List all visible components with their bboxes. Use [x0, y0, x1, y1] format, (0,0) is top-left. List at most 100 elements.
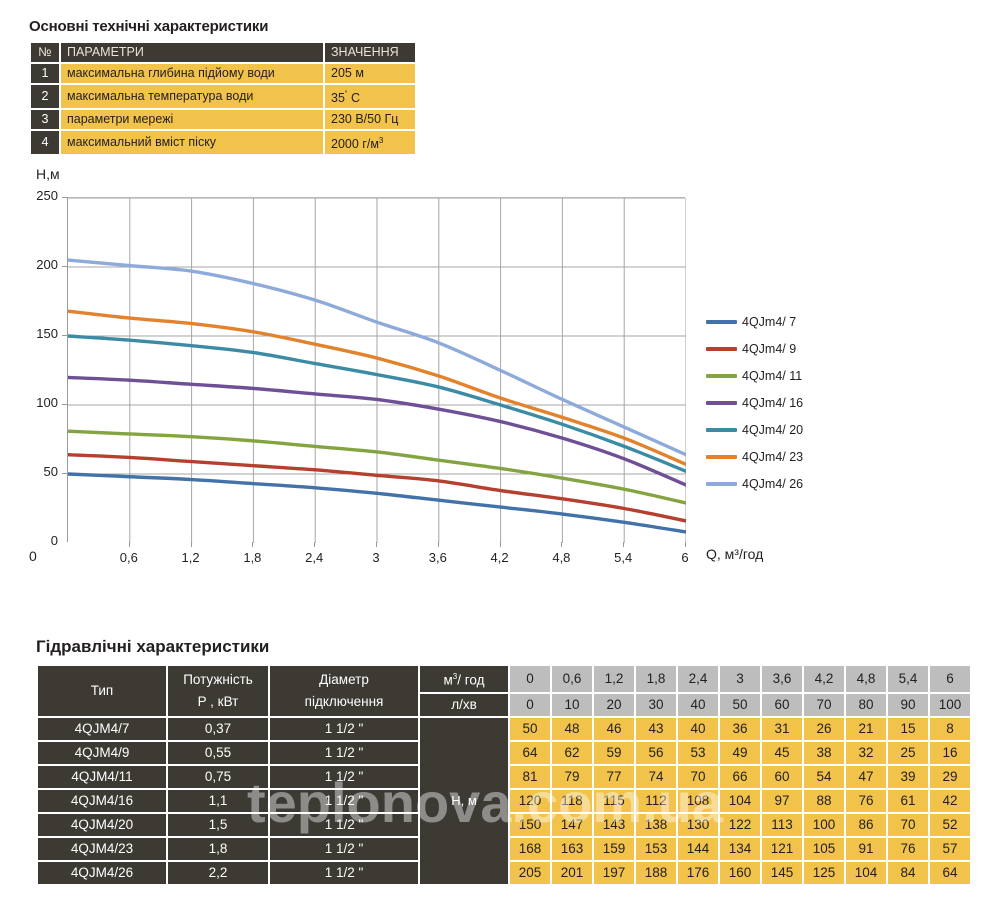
hydraulic-head-value: 79: [552, 765, 592, 788]
legend-color-swatch: [706, 481, 737, 486]
hydraulic-row-diameter: 1 1/2 ": [270, 861, 418, 884]
hydraulic-head-value: 160: [720, 861, 760, 884]
hydraulic-header-row-1: Тип Потужність P , кВт Діаметр підключення м3…: [38, 666, 970, 716]
hydraulic-row-type: 4QJM4/20: [38, 813, 166, 836]
legend-color-swatch: [706, 346, 737, 351]
spec-header-no: №: [31, 43, 59, 62]
hydraulic-head-value: 38: [804, 741, 844, 764]
hydraulic-header-power: Потужність P , кВт: [168, 666, 268, 716]
hydraulic-flow-m3h-value: 4,2: [804, 666, 844, 692]
hydraulic-row-power: 1,5: [168, 813, 268, 836]
hydraulic-head-value: 81: [510, 765, 550, 788]
hydraulic-head-value: 84: [888, 861, 928, 884]
hydraulic-flow-lmin-value: 100: [930, 693, 970, 716]
legend-item[interactable]: 4QJm4/ 20: [706, 416, 803, 443]
chart-y-tick-mark: [62, 404, 67, 405]
hydraulic-row-diameter: 1 1/2 ": [270, 813, 418, 836]
hydraulic-flow-lmin-value: 10: [552, 693, 592, 716]
chart-x-tick-label: 3: [372, 550, 380, 565]
hydraulic-flow-lmin-value: 60: [762, 693, 802, 716]
hydraulic-table-row: 4QJM4/23 1,8 1 1/2 " 168 163 159 153 144 134 121 1…: [38, 837, 970, 860]
chart-x-tick-mark: [685, 542, 686, 547]
hydraulic-flow-lmin-value: 30: [636, 693, 676, 716]
chart-series-4qjm4-23: [68, 309, 686, 467]
legend-item[interactable]: 4QJm4/ 11: [706, 362, 803, 389]
hydraulic-head-value: 50: [510, 717, 550, 740]
hydraulic-head-value: 29: [930, 765, 970, 788]
hydraulic-header-unit-m3h: м3/ год: [420, 666, 508, 692]
spec-row: 4 максимальний вміст піску 2000 г/м3: [31, 131, 415, 155]
hydraulic-head-value: 40: [678, 717, 718, 740]
hydraulic-head-value: 45: [762, 741, 802, 764]
legend-item[interactable]: 4QJm4/ 7: [706, 308, 803, 335]
chart-y-tick-label: 100: [36, 395, 58, 410]
chart-y-tick-mark: [62, 335, 67, 336]
spec-row-value: 2000 г/м3: [325, 131, 415, 155]
hydraulic-head-value: 60: [762, 765, 802, 788]
hydraulic-flow-lmin-value: 50: [720, 693, 760, 716]
spec-row: 1 максимальна глибина підйому води 205 м: [31, 64, 415, 83]
hydraulic-head-value: 8: [930, 717, 970, 740]
hydraulic-head-value: 25: [888, 741, 928, 764]
spec-row-parameter: параметри мережі: [61, 110, 323, 130]
chart-legend: 4QJm4/ 7 4QJm4/ 9 4QJm4/ 11 4QJm4/ 16 4QJm4/…: [706, 308, 803, 497]
hydraulic-head-value: 57: [930, 837, 970, 860]
spec-row-value: 205 м: [325, 64, 415, 83]
hydraulic-head-value: 66: [720, 765, 760, 788]
hydraulic-flow-m3h-value: 0: [510, 666, 550, 692]
hydraulic-table-row: 4QJM4/16 1,1 1 1/2 " 120 118 115 112 108 104 97 88…: [38, 789, 970, 812]
hydraulic-header-row-2: л/хв 0 10 20 30 40 50 60 70 80 90 100: [38, 693, 970, 716]
hydraulic-head-value: 134: [720, 837, 760, 860]
legend-item[interactable]: 4QJm4/ 26: [706, 470, 803, 497]
hydraulic-head-value: 43: [636, 717, 676, 740]
hydraulic-row-power: 0,37: [168, 717, 268, 740]
chart-y-tick-label: 200: [36, 257, 58, 272]
hydraulic-head-value: 74: [636, 765, 676, 788]
hydraulic-table: Тип Потужність P , кВт Діаметр підключення м3…: [36, 664, 972, 886]
legend-item[interactable]: 4QJm4/ 16: [706, 389, 803, 416]
chart-x-tick-label: 1,8: [243, 550, 262, 565]
hydraulic-head-value: 49: [720, 741, 760, 764]
hydraulic-head-value: 112: [636, 789, 676, 812]
hydraulic-head-value: 52: [930, 813, 970, 836]
legend-item[interactable]: 4QJm4/ 23: [706, 443, 803, 470]
hydraulic-row-type: 4QJM4/7: [38, 717, 166, 740]
hydraulic-head-value: 21: [846, 717, 886, 740]
chart-x-tick-label: 5,4: [614, 550, 633, 565]
chart-y-tick-label: 250: [36, 188, 58, 203]
legend-label: 4QJm4/ 9: [742, 341, 797, 356]
hydraulic-head-value: 54: [804, 765, 844, 788]
hydraulic-row-power: 2,2: [168, 861, 268, 884]
hydraulic-head-value: 46: [594, 717, 634, 740]
hydraulic-flow-m3h-value: 2,4: [678, 666, 718, 692]
hydraulic-head-value: 47: [846, 765, 886, 788]
hydraulic-head-value: 36: [720, 717, 760, 740]
hydraulic-table-title: Гідравлічні характеристики: [36, 637, 270, 656]
hydraulic-head-value: 130: [678, 813, 718, 836]
legend-color-swatch: [706, 454, 737, 459]
chart-x-tick-mark: [623, 542, 625, 547]
hydraulic-head-unit: Н, м: [420, 717, 508, 884]
hydraulic-head-value: 188: [636, 861, 676, 884]
chart-curves: [68, 198, 686, 543]
hydraulic-row-diameter: 1 1/2 ": [270, 837, 418, 860]
chart-x-tick-label: 3,6: [428, 550, 447, 565]
spec-row: 3 параметри мережі 230 В/50 Гц: [31, 110, 415, 130]
hydraulic-head-value: 16: [930, 741, 970, 764]
hydraulic-table-row: 4QJM4/7 0,37 1 1/2 " Н, м 50 48 46 43 40 36 31 26 21…: [38, 717, 970, 884]
hydraulic-flow-m3h-value: 3: [720, 666, 760, 692]
chart-y-tick-label: 150: [36, 326, 58, 341]
hydraulic-head-value: 15: [888, 717, 928, 740]
spec-header-row: № ПАРАМЕТРИ ЗНАЧЕННЯ: [31, 43, 415, 62]
hydraulic-head-value: 163: [552, 837, 592, 860]
legend-item[interactable]: 4QJm4/ 9: [706, 335, 803, 362]
chart-x-tick-label: 6: [681, 550, 689, 565]
hydraulic-head-value: 64: [930, 861, 970, 884]
hydraulic-head-value: 26: [804, 717, 844, 740]
chart-y-tick-mark: [62, 266, 67, 267]
hydraulic-head-value: 76: [888, 837, 928, 860]
hydraulic-head-value: 62: [552, 741, 592, 764]
chart-x-tick-mark: [128, 542, 130, 547]
hydraulic-row-power: 0,75: [168, 765, 268, 788]
